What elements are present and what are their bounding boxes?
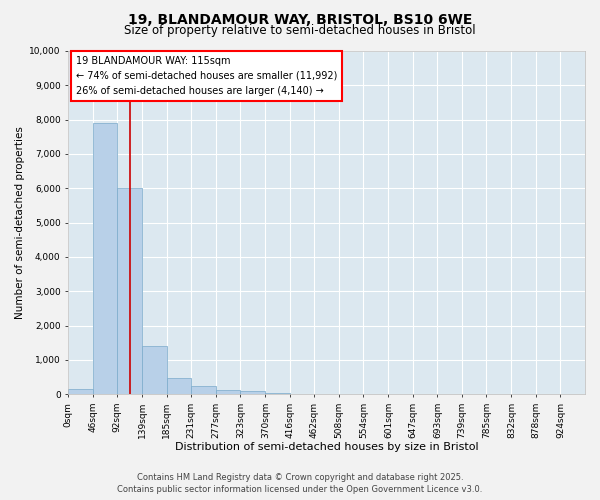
Bar (265, 392, 290, 394)
Bar (118, 188, 142, 394)
Text: 19, BLANDAMOUR WAY, BRISTOL, BS10 6WE: 19, BLANDAMOUR WAY, BRISTOL, BS10 6WE (128, 12, 472, 26)
Bar (167, 378, 191, 394)
Text: Contains HM Land Registry data © Crown copyright and database right 2025.
Contai: Contains HM Land Registry data © Crown c… (118, 472, 482, 494)
Bar (216, 390, 241, 394)
Bar (241, 391, 265, 394)
Text: Size of property relative to semi-detached houses in Bristol: Size of property relative to semi-detach… (124, 24, 476, 37)
Bar (93, 123, 118, 394)
Bar (191, 386, 216, 394)
Bar (142, 346, 167, 395)
Text: 19 BLANDAMOUR WAY: 115sqm
← 74% of semi-detached houses are smaller (11,992)
26%: 19 BLANDAMOUR WAY: 115sqm ← 74% of semi-… (76, 56, 337, 96)
Y-axis label: Number of semi-detached properties: Number of semi-detached properties (15, 126, 25, 319)
Bar (68, 389, 93, 394)
X-axis label: Distribution of semi-detached houses by size in Bristol: Distribution of semi-detached houses by … (175, 442, 478, 452)
